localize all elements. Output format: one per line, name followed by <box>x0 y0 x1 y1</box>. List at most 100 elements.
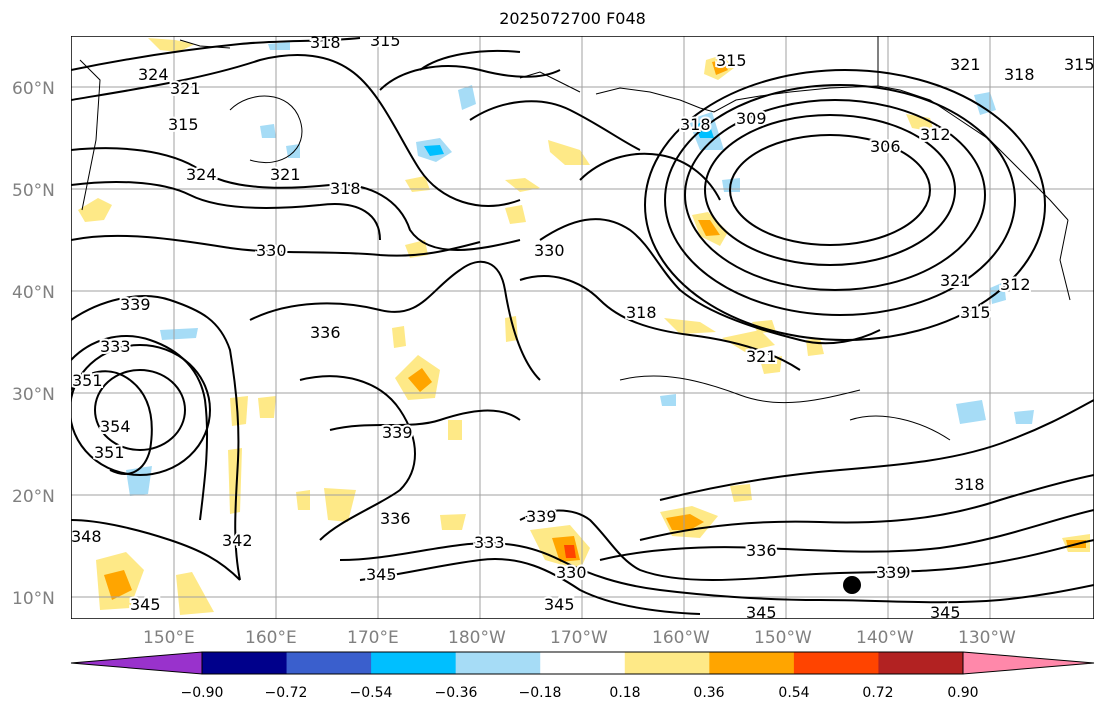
contour-label: 324 <box>186 165 217 184</box>
contour-label: 315 <box>370 31 401 50</box>
contour-label: 345 <box>130 595 161 614</box>
graticule <box>71 36 1094 619</box>
negative-region <box>268 42 290 50</box>
positive-region <box>698 220 720 236</box>
negative-region <box>160 328 198 340</box>
contour-label: 342 <box>222 531 253 550</box>
positive-region <box>505 205 526 224</box>
colorbar-segment <box>540 652 626 674</box>
thin-contours <box>229 95 951 441</box>
contours <box>71 37 1094 615</box>
colorbar-segment <box>878 652 964 674</box>
lat-label-10n: 10°N <box>12 589 55 609</box>
colorbar-tick-label: −0.90 <box>181 685 224 701</box>
cyclone-rings <box>71 69 1046 476</box>
contour-label: 315 <box>1064 55 1095 74</box>
positive-region <box>258 396 276 418</box>
lon-label-160e: 160°E <box>245 628 297 648</box>
contour-label: 351 <box>72 371 103 390</box>
contour-label: 339 <box>120 295 151 314</box>
colorbar-tick-label: 0.90 <box>947 685 978 701</box>
contour-label: 315 <box>716 51 747 70</box>
contour-label: 339 <box>880 563 911 582</box>
positive-region <box>230 396 248 426</box>
contour-label: 339 <box>876 563 907 582</box>
contour-label: 318 <box>330 179 361 198</box>
positive-region <box>148 38 195 52</box>
colorbar-segment <box>793 652 879 674</box>
negative-region <box>458 85 476 110</box>
negative-region <box>424 145 444 156</box>
latitude-labels: 60°N 50°N 40°N 30°N 20°N 10°N <box>12 79 55 609</box>
contour-label: 309 <box>736 109 767 128</box>
negative-region <box>956 400 986 424</box>
contour-label: 330 <box>556 563 587 582</box>
colorbar-extend-low <box>70 651 203 675</box>
chart-title: 2025072700 F048 <box>499 9 646 28</box>
positive-region <box>712 60 728 75</box>
lon-label-140w: 140°W <box>856 628 914 648</box>
contour-label: 336 <box>310 323 341 342</box>
storm-center-marker <box>843 576 861 594</box>
contour-label: 345 <box>930 603 961 622</box>
contour-label: 318 <box>954 475 985 494</box>
lon-label-130w: 130°W <box>958 628 1016 648</box>
positive-region <box>448 420 462 440</box>
colorbar-tick-label: −0.18 <box>519 685 562 701</box>
positive-region <box>906 114 934 132</box>
contour-label: 321 <box>170 79 201 98</box>
contour-label: 318 <box>1004 65 1035 84</box>
map-panel: 318 315 324 321 315 324 321 318 330 336 … <box>71 31 1095 622</box>
contour-label: 312 <box>1000 275 1031 294</box>
positive-region <box>722 330 775 352</box>
lon-label-150w: 150°W <box>754 628 812 648</box>
contour-label: 321 <box>950 55 981 74</box>
lon-label-180w: 180°W <box>448 628 506 648</box>
longitude-labels: 150°E 160°E 170°E 180°W 170°W 160°W 150°… <box>143 628 1016 648</box>
contour-label: 315 <box>168 115 199 134</box>
colorbar-tick-label: 0.72 <box>862 685 893 701</box>
positive-region <box>548 140 590 165</box>
colorbar-tick-label: −0.72 <box>265 685 308 701</box>
colorbar-outline <box>201 651 964 675</box>
contour-label: 318 <box>626 303 657 322</box>
colorbar-tick-label: 0.54 <box>778 685 809 701</box>
negative-region <box>660 394 676 406</box>
contour-label: 351 <box>94 443 125 462</box>
colorbar-segment <box>202 652 288 674</box>
positive-region <box>760 356 782 374</box>
contour-label: 315 <box>960 303 991 322</box>
contour-label: 324 <box>138 65 169 84</box>
colorbar-segment <box>371 652 457 674</box>
colorbar-tick-labels: −0.90 −0.72 −0.54 −0.36 −0.18 0.18 0.36 … <box>181 685 979 701</box>
lat-label-40n: 40°N <box>12 283 55 303</box>
lat-label-30n: 30°N <box>12 385 55 405</box>
contour-label: 333 <box>100 337 131 356</box>
lat-label-50n: 50°N <box>12 181 55 201</box>
colorbar-extend-high <box>962 651 1095 675</box>
positive-region <box>664 318 716 334</box>
contour-labels: 318 315 324 321 315 324 321 318 330 336 … <box>71 31 1095 622</box>
positive-region <box>104 570 132 600</box>
positive-region <box>408 368 432 392</box>
colorbar-segment <box>624 652 710 674</box>
colorbar <box>70 651 1095 675</box>
contour-label: 318 <box>310 33 341 52</box>
negative-region <box>260 124 276 138</box>
positive-region <box>730 484 752 502</box>
contour-label: 339 <box>382 423 413 442</box>
contour-label: 354 <box>100 417 131 436</box>
negative-region <box>126 466 152 496</box>
colorbar-tick-label: 0.18 <box>609 685 640 701</box>
lat-label-60n: 60°N <box>12 79 55 99</box>
positive-region <box>564 545 576 558</box>
lon-label-160w: 160°W <box>652 628 710 648</box>
contour-label: 348 <box>71 527 102 546</box>
positive-region <box>78 198 112 222</box>
lat-label-20n: 20°N <box>12 487 55 507</box>
contour-label: 336 <box>380 509 411 528</box>
negative-region <box>1014 410 1034 424</box>
contour-label: 336 <box>746 541 777 560</box>
contour-label: 345 <box>746 603 777 622</box>
contour-label: 330 <box>256 241 287 260</box>
